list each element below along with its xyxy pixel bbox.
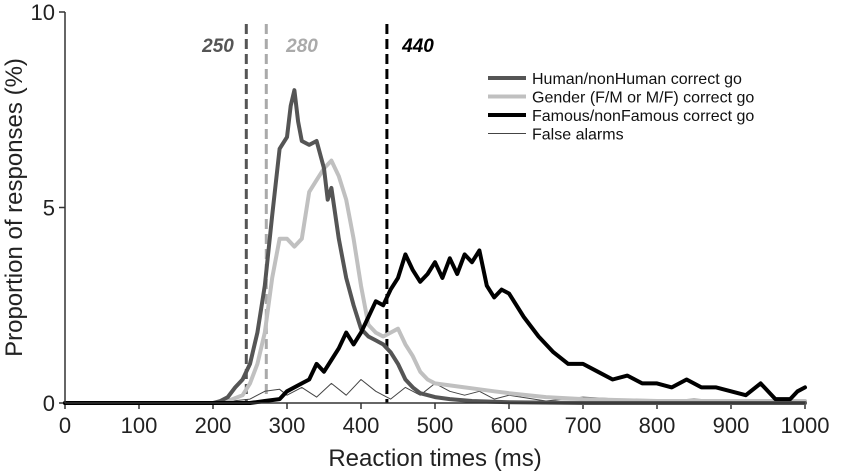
- legend-label-3: False alarms: [532, 127, 624, 144]
- x-tick-label: 100: [121, 413, 158, 438]
- x-tick-label: 800: [639, 413, 676, 438]
- x-tick-label: 300: [269, 413, 306, 438]
- x-tick-label: 1000: [781, 413, 830, 438]
- x-tick-label: 900: [713, 413, 750, 438]
- legend-label-0: Human/nonHuman correct go: [532, 71, 742, 88]
- threshold-label-440: 440: [401, 36, 434, 57]
- x-axis-title: Reaction times (ms): [328, 445, 541, 472]
- y-tick-label: 10: [31, 0, 55, 25]
- series-line-2: [63, 248, 807, 405]
- x-tick-label: 700: [565, 413, 602, 438]
- y-tick-labels: 0 5 10: [31, 0, 65, 416]
- y-tick-label: 5: [43, 196, 55, 221]
- x-tick-labels: 0 100 200 300 400 500 600 700 800 900 1000: [59, 403, 830, 438]
- legend: Human/nonHuman correct go Gender (F/M or …: [488, 71, 754, 144]
- threshold-label-250: 250: [201, 36, 234, 57]
- threshold-label-280: 280: [285, 36, 318, 57]
- series-lines: [63, 88, 807, 405]
- legend-label-2: Famous/nonFamous correct go: [532, 108, 754, 125]
- series-line-0: [63, 88, 807, 405]
- legend-label-1: Gender (F/M or M/F) correct go: [532, 90, 754, 107]
- y-axis-title: Proportion of responses (%): [1, 58, 28, 357]
- x-tick-label: 600: [491, 413, 528, 438]
- x-tick-label: 200: [195, 413, 232, 438]
- x-tick-label: 500: [417, 413, 454, 438]
- threshold-lines: 250 280 440: [201, 24, 434, 403]
- x-tick-label: 400: [343, 413, 380, 438]
- series-line-1: [63, 158, 807, 405]
- y-tick-label: 0: [43, 391, 55, 416]
- x-tick-label: 0: [59, 413, 71, 438]
